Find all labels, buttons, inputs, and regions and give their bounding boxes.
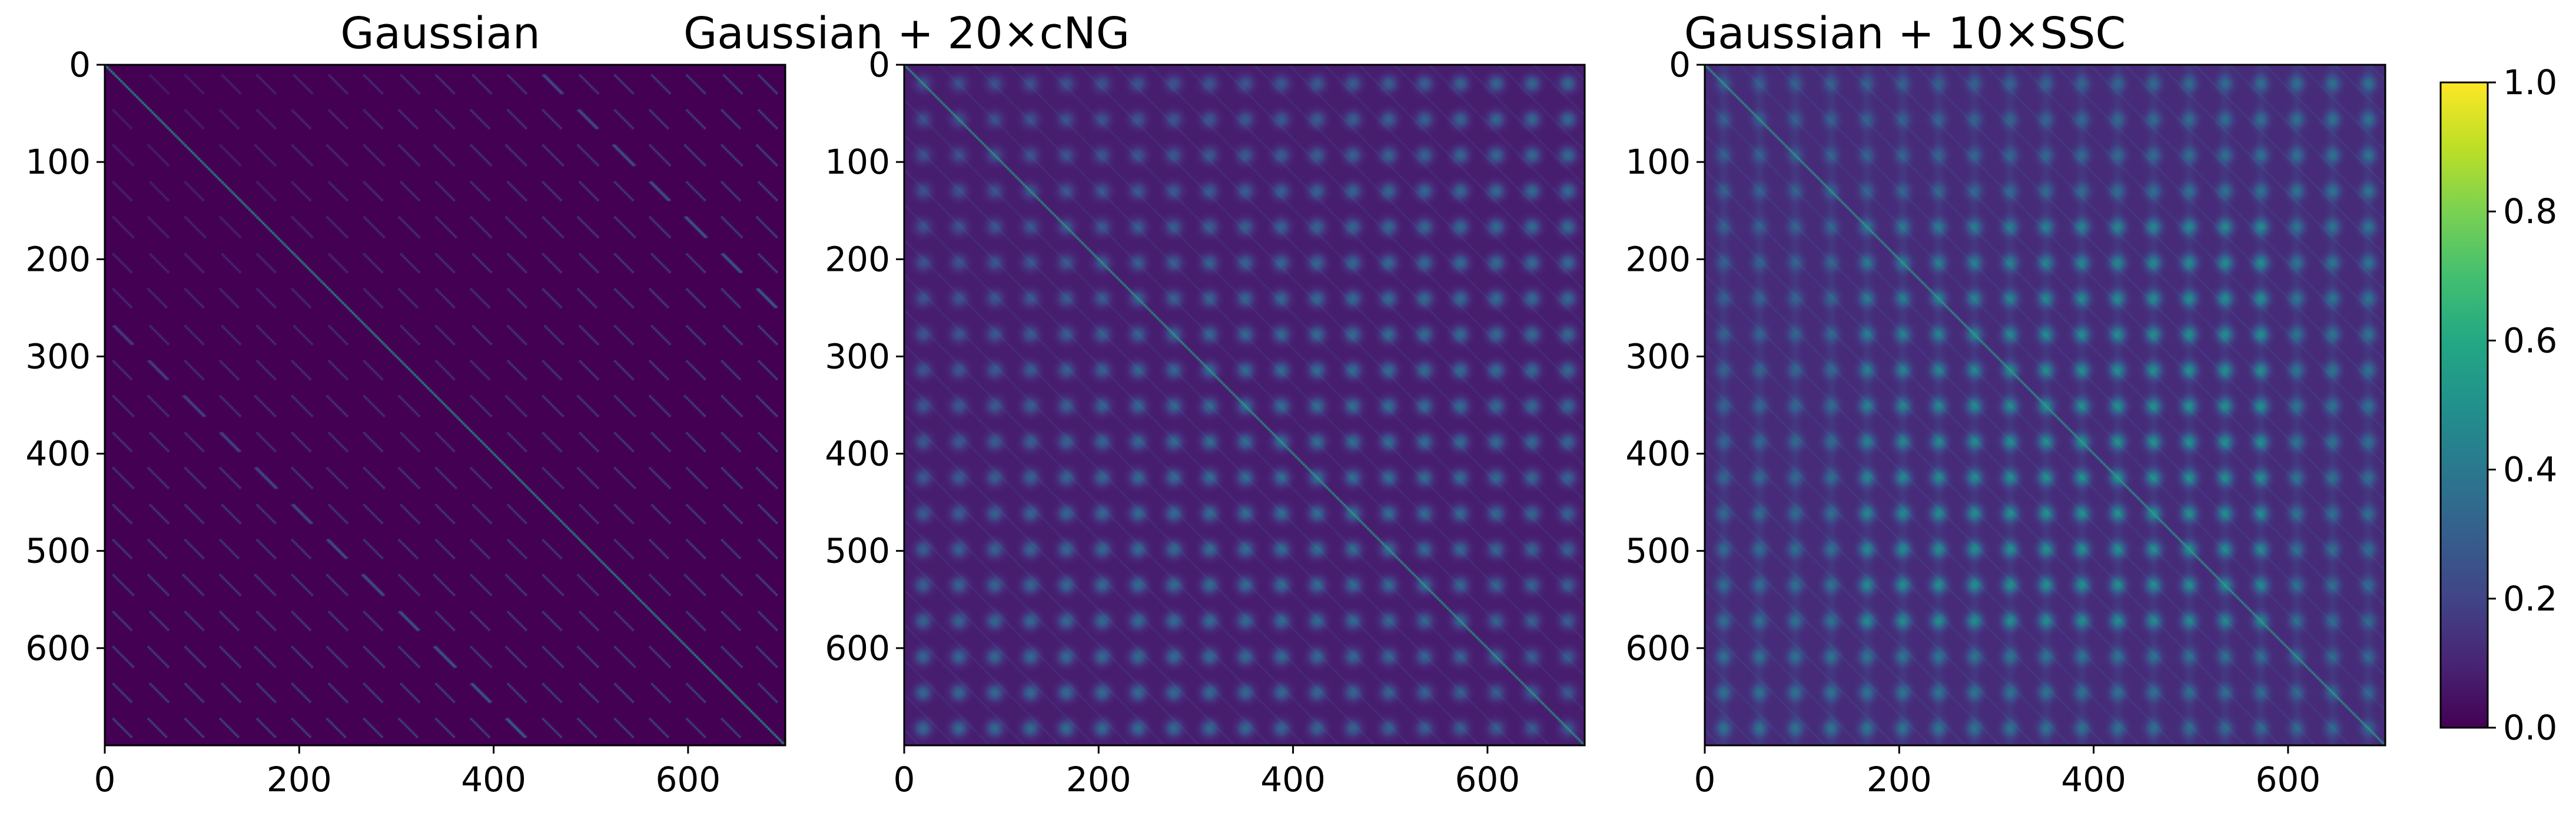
y-tick-label: 500 xyxy=(825,531,890,571)
heatmap-image xyxy=(904,65,1585,745)
y-tick-label: 400 xyxy=(1625,434,1691,474)
y-tick-label: 200 xyxy=(1625,239,1691,279)
y-tick-label: 0 xyxy=(868,45,890,85)
colorbar-tick-label: 0.0 xyxy=(2503,708,2557,748)
y-tick-label: 600 xyxy=(1625,628,1691,668)
colorbar-tick-label: 0.4 xyxy=(2503,450,2557,490)
x-tick-label: 0 xyxy=(894,759,915,800)
x-tick-label: 600 xyxy=(1455,759,1520,800)
colorbar-frame xyxy=(2439,81,2489,729)
y-tick-label: 500 xyxy=(1625,531,1691,571)
x-tick-label: 400 xyxy=(461,759,526,800)
y-tick-label: 100 xyxy=(1625,142,1691,182)
y-tick-label: 0 xyxy=(1669,45,1691,85)
x-tick-label: 400 xyxy=(2061,759,2126,800)
colorbar-gradient xyxy=(2441,82,2488,728)
heatmap-image xyxy=(1705,65,2385,745)
axes: 0 200 400 600 0 100 200 300 400 500 600 xyxy=(25,45,721,800)
panel-title: Gaussian + 20×cNG xyxy=(683,8,1130,59)
colorbar-tick-label: 1.0 xyxy=(2503,62,2557,102)
y-tick-label: 0 xyxy=(69,45,91,85)
y-tick-label: 400 xyxy=(25,434,91,474)
axes: 0 200 400 600 0 100 200 300 400 500 600 xyxy=(1625,45,2321,800)
y-tick-label: 300 xyxy=(1625,336,1691,376)
y-tick-label: 100 xyxy=(25,142,91,182)
plot-frame xyxy=(1704,64,2386,747)
heatmap-panel-ssc: Gaussian + 10×SSC 0 200 400 600 0 100 200 300 40… xyxy=(1625,8,2386,800)
y-tick-label: 200 xyxy=(825,239,890,279)
colorbar-ticks: 0.0 0.2 0.4 0.6 0.8 1.0 xyxy=(2488,62,2557,748)
x-tick-label: 600 xyxy=(655,759,721,800)
y-tick-label: 500 xyxy=(25,531,91,571)
plot-frame xyxy=(104,64,786,747)
x-tick-label: 400 xyxy=(1260,759,1326,800)
colorbar-tick-label: 0.6 xyxy=(2503,320,2557,360)
y-tick-label: 600 xyxy=(25,628,91,668)
x-tick-label: 200 xyxy=(1867,759,1932,800)
y-tick-label: 300 xyxy=(825,336,890,376)
colorbar: 0.0 0.2 0.4 0.6 0.8 1.0 xyxy=(2439,62,2557,748)
axes: 0 200 400 600 0 100 200 300 400 500 600 xyxy=(825,45,1520,800)
x-tick-label: 0 xyxy=(1694,759,1716,800)
x-tick-label: 600 xyxy=(2255,759,2321,800)
y-tick-label: 200 xyxy=(25,239,91,279)
panel-title: Gaussian + 10×SSC xyxy=(1684,8,2126,59)
x-tick-label: 200 xyxy=(1066,759,1131,800)
heatmap-image xyxy=(105,65,785,745)
plot-frame xyxy=(903,64,1586,747)
y-tick-label: 100 xyxy=(825,142,890,182)
colorbar-tick-label: 0.8 xyxy=(2503,191,2557,231)
heatmap-panel-cng: Gaussian + 20×cNG 0 200 400 600 0 100 200 300 40… xyxy=(683,8,1586,800)
y-tick-label: 600 xyxy=(825,628,890,668)
x-tick-label: 0 xyxy=(94,759,116,800)
heatmap-panel-gaussian: Gaussian 0 200 400 600 0 100 200 300 400 500 600 xyxy=(25,8,786,800)
y-tick-label: 300 xyxy=(25,336,91,376)
x-tick-label: 200 xyxy=(267,759,332,800)
colorbar-tick-label: 0.2 xyxy=(2503,579,2557,619)
panel-title: Gaussian xyxy=(340,8,540,59)
y-tick-label: 400 xyxy=(825,434,890,474)
